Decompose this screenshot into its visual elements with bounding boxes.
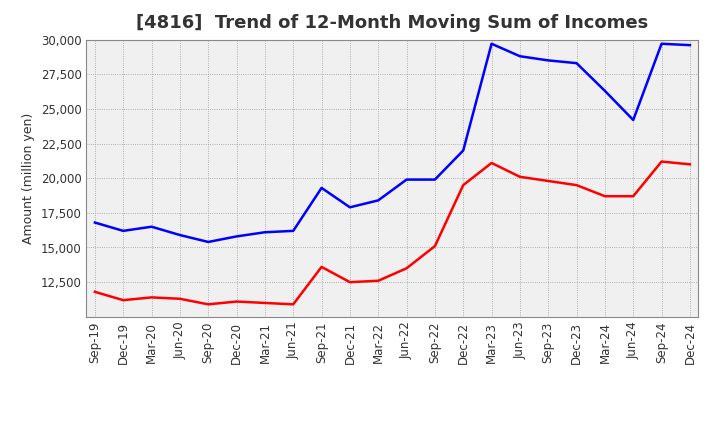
- Y-axis label: Amount (million yen): Amount (million yen): [22, 113, 35, 244]
- Ordinary Income: [572, 61, 581, 66]
- Net Income: [487, 160, 496, 165]
- Ordinary Income: [346, 205, 354, 210]
- Ordinary Income: [261, 230, 269, 235]
- Ordinary Income: [516, 54, 524, 59]
- Net Income: [204, 302, 212, 307]
- Net Income: [657, 159, 666, 164]
- Net Income: [572, 183, 581, 188]
- Net Income: [544, 178, 552, 183]
- Ordinary Income: [318, 185, 326, 191]
- Ordinary Income: [233, 234, 241, 239]
- Net Income: [629, 194, 637, 199]
- Ordinary Income: [431, 177, 439, 182]
- Net Income: [459, 183, 467, 188]
- Net Income: [233, 299, 241, 304]
- Ordinary Income: [459, 148, 467, 153]
- Net Income: [119, 297, 127, 303]
- Net Income: [600, 194, 609, 199]
- Net Income: [374, 278, 382, 283]
- Ordinary Income: [629, 117, 637, 123]
- Ordinary Income: [148, 224, 156, 229]
- Net Income: [318, 264, 326, 270]
- Net Income: [289, 302, 297, 307]
- Ordinary Income: [119, 228, 127, 234]
- Net Income: [91, 289, 99, 294]
- Title: [4816]  Trend of 12-Month Moving Sum of Incomes: [4816] Trend of 12-Month Moving Sum of I…: [136, 15, 649, 33]
- Line: Ordinary Income: Ordinary Income: [95, 44, 690, 242]
- Ordinary Income: [600, 88, 609, 94]
- Ordinary Income: [402, 177, 411, 182]
- Net Income: [402, 266, 411, 271]
- Net Income: [148, 295, 156, 300]
- Ordinary Income: [289, 228, 297, 234]
- Net Income: [431, 243, 439, 249]
- Ordinary Income: [685, 43, 694, 48]
- Net Income: [516, 174, 524, 180]
- Net Income: [176, 296, 184, 301]
- Ordinary Income: [204, 239, 212, 245]
- Ordinary Income: [487, 41, 496, 46]
- Net Income: [346, 279, 354, 285]
- Ordinary Income: [544, 58, 552, 63]
- Net Income: [261, 300, 269, 305]
- Ordinary Income: [374, 198, 382, 203]
- Ordinary Income: [91, 220, 99, 225]
- Net Income: [685, 161, 694, 167]
- Ordinary Income: [657, 41, 666, 46]
- Ordinary Income: [176, 232, 184, 238]
- Line: Net Income: Net Income: [95, 161, 690, 304]
